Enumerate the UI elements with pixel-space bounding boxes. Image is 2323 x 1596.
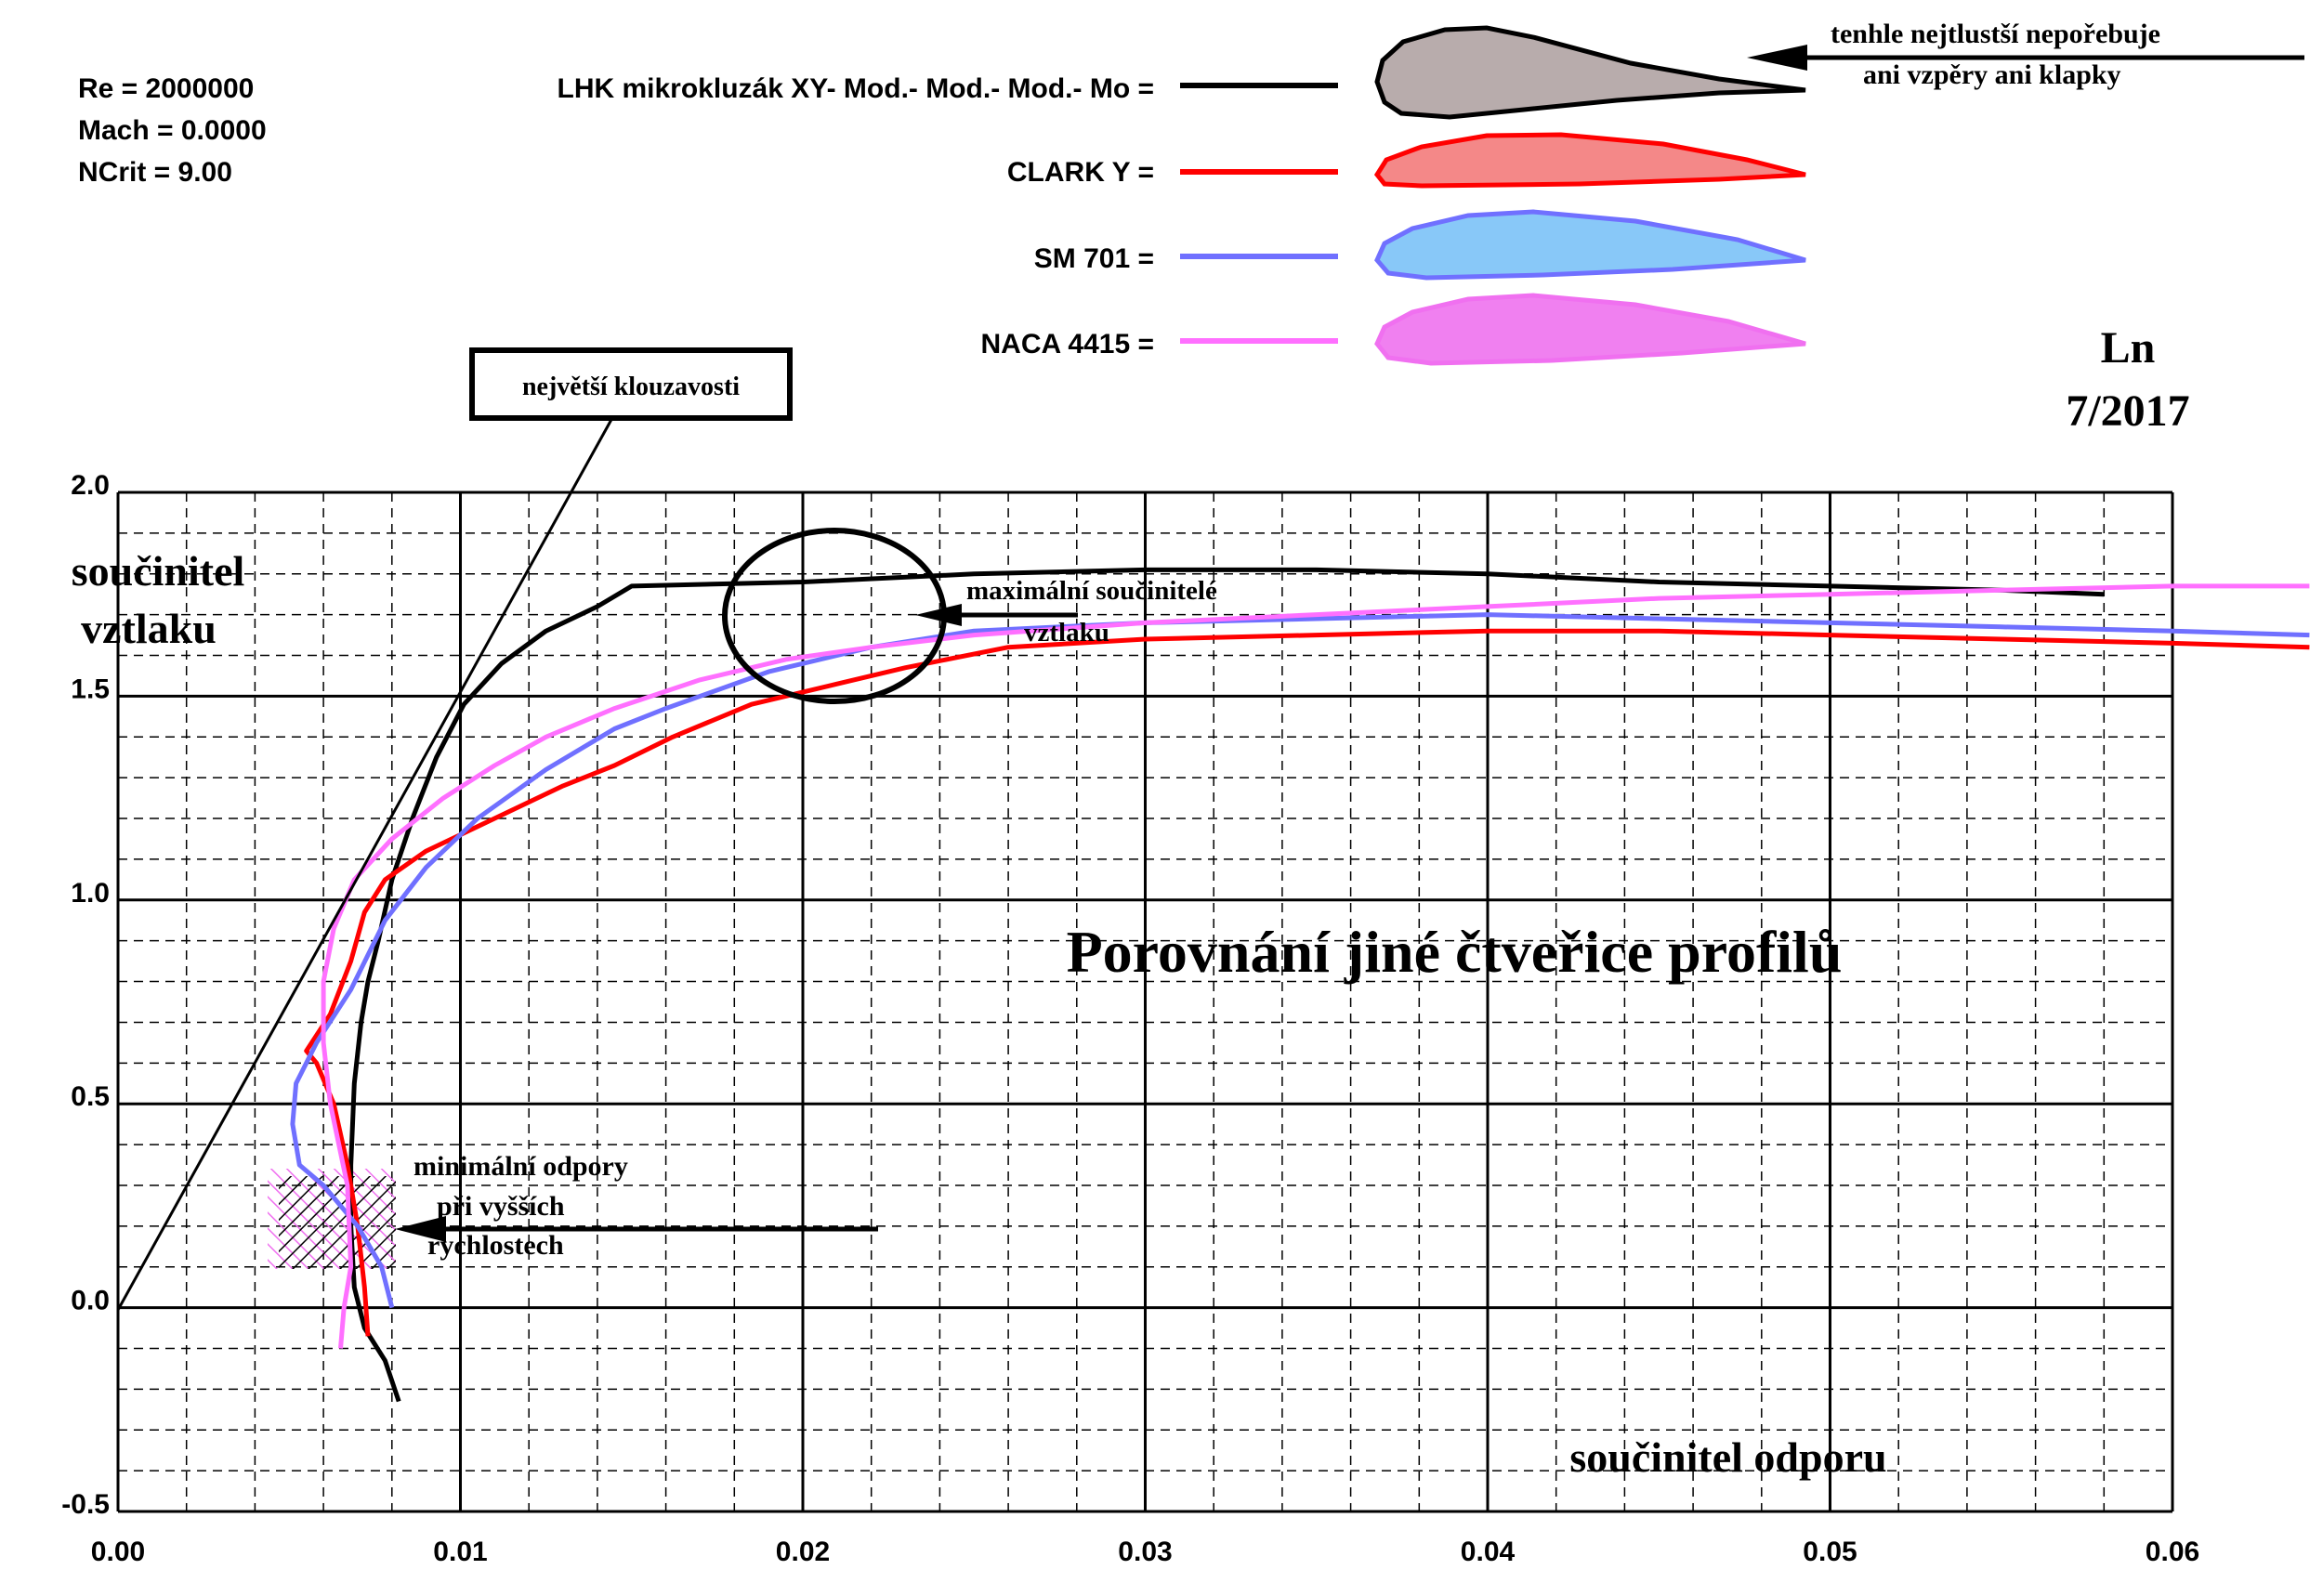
- x-tick-label: 0.03: [1118, 1537, 1172, 1567]
- min-drag-note-line1: minimální odpory: [413, 1151, 628, 1182]
- series-clarky-line: [304, 628, 2310, 1337]
- legend-item-lhk: LHK mikrokluzák XY- Mod.- Mod.- Mod.- Mo…: [558, 25, 1806, 120]
- max-lift-note-line2: vztlaku: [1024, 618, 1109, 648]
- x-tick-label: 0.05: [1803, 1537, 1857, 1567]
- thickest-note-line2: ani vzpěry ani klapky: [1863, 59, 2121, 90]
- y-tick-label: 1.5: [71, 674, 110, 704]
- airfoil-lhk-icon: [1374, 25, 1806, 120]
- thickest-note-line1: tenhle nejtlustší nepořebuje: [1831, 19, 2160, 49]
- author-text: Ln: [2101, 323, 2156, 373]
- series-layer: [290, 567, 2310, 1403]
- airfoil-sm701-icon: [1374, 209, 1806, 281]
- series-sm701-line: [290, 612, 2310, 1309]
- x-tick-label: 0.00: [91, 1537, 145, 1567]
- x-tick-label: 0.02: [776, 1537, 830, 1567]
- plot-grid: [116, 491, 2174, 1513]
- y-tick-label: -0.5: [61, 1489, 110, 1520]
- ncrit-text: NCrit = 9.00: [78, 157, 232, 188]
- airfoil-clarky-icon: [1373, 132, 1806, 189]
- x-axis-label: součinitel odporu: [1569, 1433, 1886, 1481]
- y-tick-label: 0.0: [71, 1286, 110, 1316]
- airfoil-naca4415-icon: [1374, 293, 1806, 366]
- min-drag-arrowhead: [395, 1216, 446, 1242]
- y-tick-label: 2.0: [71, 470, 110, 501]
- legend-label-naca4415: NACA 4415 =: [981, 329, 1154, 360]
- x-tick-label: 0.06: [2146, 1537, 2199, 1567]
- x-tick-label: 0.04: [1461, 1537, 1516, 1567]
- glide-tangent-line: [116, 415, 615, 1311]
- x-tick-label: 0.01: [433, 1537, 487, 1567]
- re-text: Re = 2000000: [78, 73, 254, 104]
- legend: LHK mikrokluzák XY- Mod.- Mod.- Mod.- Mo…: [558, 25, 1806, 366]
- min-drag-note-line2: při vyšších: [437, 1191, 565, 1222]
- mach-text: Mach = 0.0000: [78, 115, 267, 146]
- date-text: 7/2017: [2066, 386, 2189, 436]
- legend-item-sm701: SM 701 =: [1034, 209, 1806, 281]
- main-title: Porovnání jiné čtveřice profilů: [1067, 919, 1843, 985]
- max-glide-box: [469, 347, 793, 421]
- legend-item-naca4415: NACA 4415 =: [981, 293, 1806, 366]
- series-lhk-line: [348, 567, 2105, 1403]
- y-axis-label-line2: vztlaku: [81, 605, 217, 652]
- legend-label-sm701: SM 701 =: [1034, 243, 1154, 274]
- min-drag-note-line3: rychlostech: [427, 1230, 564, 1261]
- series-naca4415-line: [321, 583, 2310, 1349]
- legend-item-clarky: CLARK Y =: [1007, 132, 1806, 189]
- legend-label-clarky: CLARK Y =: [1007, 157, 1154, 188]
- y-tick-label: 0.5: [71, 1081, 110, 1112]
- max-lift-note-line1: maximální součinitelé: [966, 576, 1217, 606]
- legend-label-lhk: LHK mikrokluzák XY- Mod.- Mod.- Mod.- Mo…: [558, 73, 1155, 104]
- axis-ticks: 0.00 0.01 0.02 0.03 0.04 0.05 0.06 -0.5 0.0 0.5 1.…: [61, 470, 2199, 1567]
- max-lift-arrowhead: [915, 604, 962, 626]
- thickest-arrowhead: [1747, 45, 1807, 71]
- max-glide-label: největší klouzavosti: [522, 373, 740, 401]
- min-drag-region-black: [279, 1176, 396, 1269]
- max-lift-ellipse: [722, 528, 947, 704]
- y-tick-label: 1.0: [71, 878, 110, 909]
- y-axis-label-line1: součinitel: [72, 547, 245, 595]
